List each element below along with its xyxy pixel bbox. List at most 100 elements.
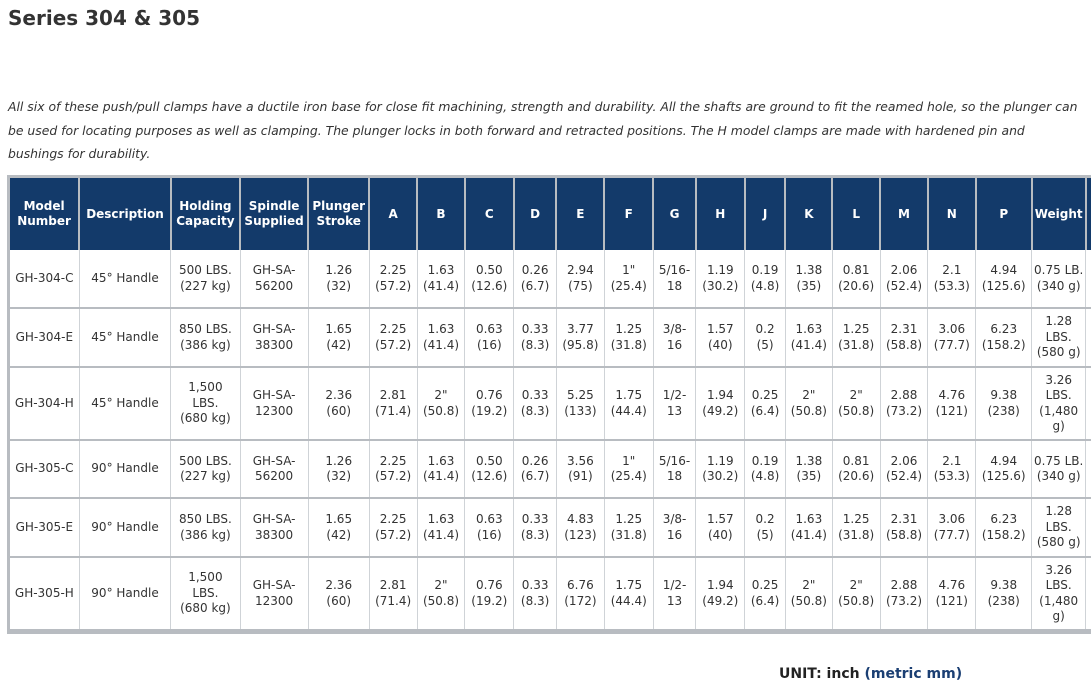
header-dim-k: K bbox=[785, 178, 834, 250]
dim-f-cell-line: 1.25 bbox=[615, 512, 643, 526]
dim-c-cell-line: (12.6) bbox=[471, 278, 508, 293]
dim-g-cell-line: 3/8- bbox=[662, 322, 687, 336]
plunger-stroke-cell: 2.36 (60) bbox=[308, 557, 370, 631]
dim-f-cell: 1.75 (44.4) bbox=[604, 367, 654, 441]
dim-e-cell-line: (133) bbox=[564, 403, 597, 418]
dim-l-cell-line: 1.25 bbox=[842, 322, 870, 336]
holding-capacity-cell-line: (680 kg) bbox=[180, 601, 231, 616]
spacer-cell bbox=[1085, 250, 1091, 309]
holding-capacity-cell-line: LBS. bbox=[192, 395, 219, 410]
header-dim-c: C bbox=[464, 178, 515, 250]
dim-j-cell-line: (4.8) bbox=[750, 278, 780, 293]
dim-a-cell-line: (57.2) bbox=[375, 527, 412, 542]
dim-l-cell: 0.81 (20.6) bbox=[832, 440, 881, 499]
dim-a-cell-line: 2.81 bbox=[379, 388, 407, 402]
dim-a-cell-line: (57.2) bbox=[375, 469, 412, 483]
dim-m-cell-line: 2.88 bbox=[890, 388, 918, 402]
dim-b-cell-line: (50.8) bbox=[422, 593, 460, 608]
dim-j-cell-line: (5) bbox=[756, 337, 774, 352]
unit-label: UNIT: inch bbox=[779, 666, 860, 682]
header-dim-a: A bbox=[369, 178, 419, 250]
dim-n-cell-line: 3.06 bbox=[938, 322, 966, 336]
dim-j-cell-line: (5) bbox=[756, 527, 774, 542]
dim-c-cell-line: 0.76 bbox=[475, 578, 503, 592]
dim-b-cell-line: 2" bbox=[434, 388, 448, 402]
spacer-cell bbox=[1085, 498, 1091, 558]
weight-cell-line: LBS. bbox=[1045, 519, 1072, 534]
dim-p-cell: 9.38 (238) bbox=[975, 557, 1033, 631]
dim-d-cell-line: 0.26 bbox=[521, 453, 549, 468]
dim-d-cell-line: 0.26 bbox=[521, 263, 549, 277]
weight-cell-line: (340 g) bbox=[1036, 278, 1081, 293]
description-cell: 45° Handle bbox=[79, 308, 172, 368]
model-number-cell: GH-305-E bbox=[10, 498, 80, 558]
dim-n-cell: 2.1 (53.3) bbox=[927, 440, 977, 499]
dim-a-cell: 2.25 (57.2) bbox=[369, 250, 418, 309]
spindle-cell: GH-SA-12300 bbox=[240, 367, 309, 441]
dim-l-cell-line: 2" bbox=[849, 388, 863, 402]
dim-d-cell-line: (8.3) bbox=[520, 337, 550, 352]
dim-j-cell: 0.25 (6.4) bbox=[744, 557, 786, 631]
dim-g-cell-line: 5/16- bbox=[658, 453, 691, 468]
dim-d-cell: 0.26 (6.7) bbox=[513, 250, 557, 309]
dim-a-cell: 2.81 (71.4) bbox=[369, 557, 418, 631]
dim-m-cell-line: (73.2) bbox=[885, 403, 923, 418]
header-dim-l: L bbox=[832, 178, 882, 250]
dim-e-cell: 5.25 (133) bbox=[556, 367, 605, 441]
dim-k-cell-line: (50.8) bbox=[790, 403, 827, 418]
weight-cell: 0.75 LB. (340 g) bbox=[1031, 440, 1087, 499]
header-model-number: Model Number bbox=[10, 178, 81, 250]
weight-cell-line: 0.75 LB. bbox=[1034, 263, 1084, 277]
dim-e-cell-line: 3.77 bbox=[567, 322, 594, 336]
header-dim-n: N bbox=[927, 178, 977, 250]
dim-j-cell-line: (6.4) bbox=[750, 593, 780, 608]
holding-capacity-cell: 1,500 LBS. (680 kg) bbox=[170, 557, 241, 631]
weight-cell: 0.75 LB. (340 g) bbox=[1031, 250, 1087, 309]
dim-k-cell-line: (35) bbox=[796, 278, 822, 293]
dim-m-cell-line: (58.8) bbox=[885, 527, 923, 542]
holding-capacity-cell-line: 850 LBS. bbox=[178, 322, 232, 336]
spindle-cell: GH-SA-56200 bbox=[240, 440, 309, 499]
dim-f-cell-line: 1" bbox=[622, 453, 636, 468]
dim-l-cell-line: (20.6) bbox=[838, 469, 875, 483]
dim-m-cell-line: 2.31 bbox=[890, 512, 918, 526]
dim-k-cell-line: (41.4) bbox=[790, 527, 827, 542]
weight-cell-line: 3.26 bbox=[1045, 372, 1073, 387]
dim-f-cell: 1" (25.4) bbox=[604, 250, 654, 309]
holding-capacity-cell-line: 1,500 bbox=[188, 570, 223, 585]
dim-h-cell-line: 1.57 bbox=[706, 512, 734, 526]
plunger-stroke-cell-line: 1.65 bbox=[325, 512, 353, 526]
dim-k-cell-line: (50.8) bbox=[790, 593, 827, 608]
dim-e-cell-line: 2.94 bbox=[567, 263, 594, 277]
dim-a-cell-line: 2.25 bbox=[379, 453, 407, 468]
dim-f-cell-line: 1" bbox=[622, 263, 636, 277]
weight-cell: 1.28 LBS. (580 g) bbox=[1031, 308, 1087, 368]
dim-h-cell-line: (40) bbox=[707, 527, 733, 542]
dim-b-cell-line: 1.63 bbox=[427, 263, 455, 277]
dim-d-cell-line: 0.33 bbox=[521, 512, 549, 526]
dim-d-cell: 0.33 (8.3) bbox=[513, 557, 557, 631]
header-dim-g: G bbox=[653, 178, 697, 250]
dim-b-cell-line: 1.63 bbox=[427, 322, 455, 336]
weight-cell-line: 3.26 bbox=[1045, 562, 1073, 577]
spindle-cell: GH-SA-56200 bbox=[240, 250, 309, 309]
holding-capacity-cell-line: (227 kg) bbox=[180, 469, 231, 483]
plunger-stroke-cell-line: (60) bbox=[326, 593, 352, 608]
header-holding-capacity: Holding Capacity bbox=[170, 178, 242, 250]
dim-j-cell-line: 0.19 bbox=[751, 263, 779, 277]
intro-paragraph: All six of these push/pull clamps have a… bbox=[8, 99, 1078, 161]
dim-e-cell-line: (91) bbox=[568, 469, 593, 483]
dim-p-cell-line: 9.38 bbox=[990, 578, 1018, 592]
unit-metric: (metric mm) bbox=[864, 666, 963, 682]
dim-h-cell: 1.57 (40) bbox=[695, 498, 746, 558]
plunger-stroke-cell-line: 1.65 bbox=[325, 322, 353, 336]
dim-h-cell-line: (30.2) bbox=[702, 469, 739, 483]
dim-n-cell-line: (53.3) bbox=[933, 278, 970, 293]
header-dim-e: E bbox=[556, 178, 606, 250]
dim-c-cell-line: 0.50 bbox=[475, 263, 503, 277]
plunger-stroke-cell-line: (42) bbox=[326, 337, 352, 352]
model-number-cell: GH-304-E bbox=[10, 308, 80, 368]
spindle-cell: GH-SA-38300 bbox=[240, 498, 309, 558]
description-cell: 90° Handle bbox=[79, 498, 172, 558]
dim-b-cell-line: 1.63 bbox=[427, 453, 455, 468]
